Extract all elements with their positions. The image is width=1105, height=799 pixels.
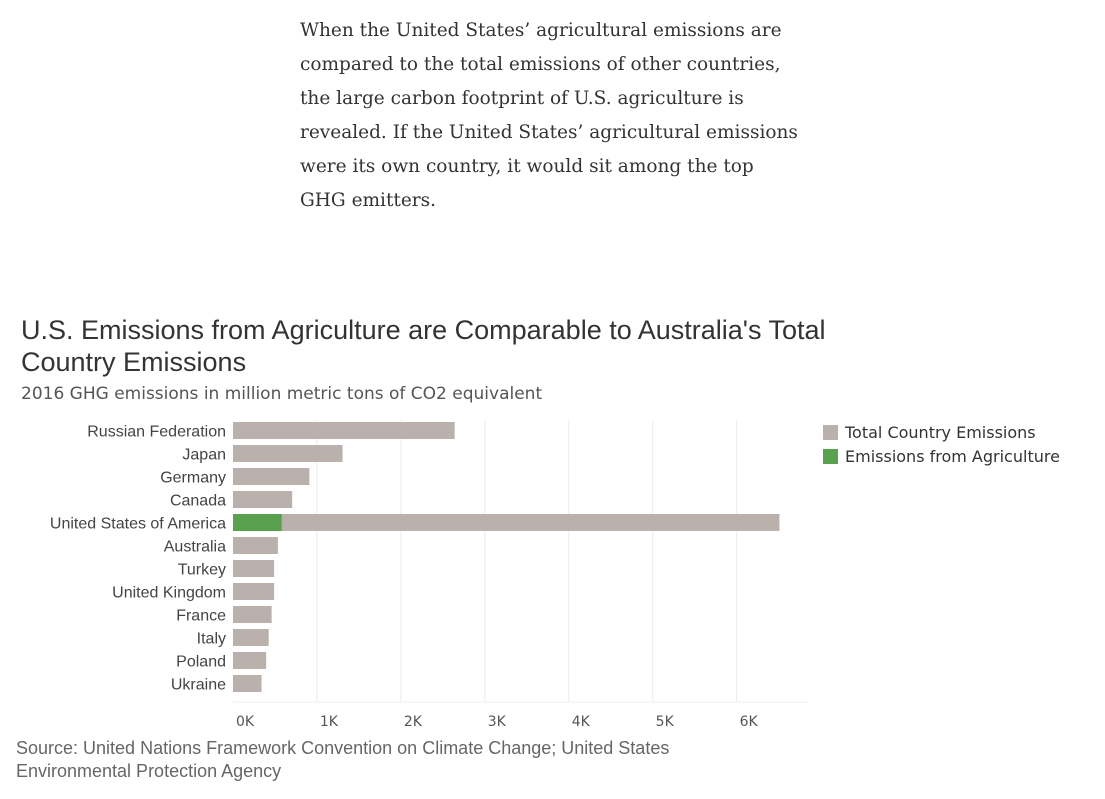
legend-swatch-total xyxy=(823,424,838,440)
bar-total-emissions[interactable] xyxy=(233,675,262,692)
x-tick-label: 6K xyxy=(740,714,759,730)
bar-total-emissions[interactable] xyxy=(233,445,343,462)
legend-item-agriculture[interactable]: Emissions from Agriculture xyxy=(823,444,1060,468)
source-note: Source: United Nations Framework Convent… xyxy=(16,738,670,781)
x-tick-label: 2K xyxy=(404,714,423,730)
x-tick-label: 5K xyxy=(656,714,675,730)
legend-label-agriculture: Emissions from Agriculture xyxy=(845,446,1060,466)
category-label: United Kingdom xyxy=(112,585,226,602)
category-label: Australia xyxy=(164,539,226,556)
category-label: Russian Federation xyxy=(87,424,226,441)
bar-total-emissions[interactable] xyxy=(233,606,272,623)
bar-total-emissions[interactable] xyxy=(233,422,455,439)
category-label: Ukraine xyxy=(171,677,226,694)
category-label: Canada xyxy=(170,493,226,510)
grid-lines xyxy=(233,420,808,703)
article-paragraph: When the United States’ agricultural emi… xyxy=(300,20,798,211)
bar-total-emissions[interactable] xyxy=(233,629,269,646)
category-label: Poland xyxy=(176,654,226,671)
bars xyxy=(233,422,780,692)
bar-total-emissions[interactable] xyxy=(233,560,275,577)
category-label: United States of America xyxy=(50,516,226,533)
category-label: Italy xyxy=(197,631,226,648)
bar-chart: Russian Federation Japan Germany Canada Unit… xyxy=(50,420,808,730)
x-tick-label: 4K xyxy=(572,714,591,730)
x-tick-label: 0K xyxy=(236,714,255,730)
category-labels: Russian Federation Japan Germany Canada Unit… xyxy=(50,424,226,694)
legend: Total Country Emissions Emissions from A… xyxy=(823,420,1060,468)
x-axis-ticks: 0K 1K 2K 3K 4K 5K 6K xyxy=(236,714,759,730)
legend-item-total[interactable]: Total Country Emissions xyxy=(823,420,1060,444)
bar-agriculture-emissions[interactable] xyxy=(233,514,282,531)
legend-label-total: Total Country Emissions xyxy=(845,422,1036,442)
category-label: France xyxy=(176,608,226,625)
category-label: Germany xyxy=(160,470,226,487)
bar-total-emissions[interactable] xyxy=(233,468,310,485)
bar-total-emissions[interactable] xyxy=(233,514,780,531)
bar-total-emissions[interactable] xyxy=(233,583,275,600)
category-label: Japan xyxy=(182,447,226,464)
category-label: Turkey xyxy=(178,562,226,579)
legend-swatch-agriculture xyxy=(823,448,838,464)
bar-total-emissions[interactable] xyxy=(233,491,293,508)
x-tick-label: 3K xyxy=(488,714,507,730)
chart-title: U.S. Emissions from Agriculture are Comp… xyxy=(21,315,826,377)
bar-total-emissions[interactable] xyxy=(233,652,267,669)
x-tick-label: 1K xyxy=(320,714,339,730)
bar-total-emissions[interactable] xyxy=(233,537,278,554)
chart-subtitle: 2016 GHG emissions in million metric ton… xyxy=(21,384,543,404)
